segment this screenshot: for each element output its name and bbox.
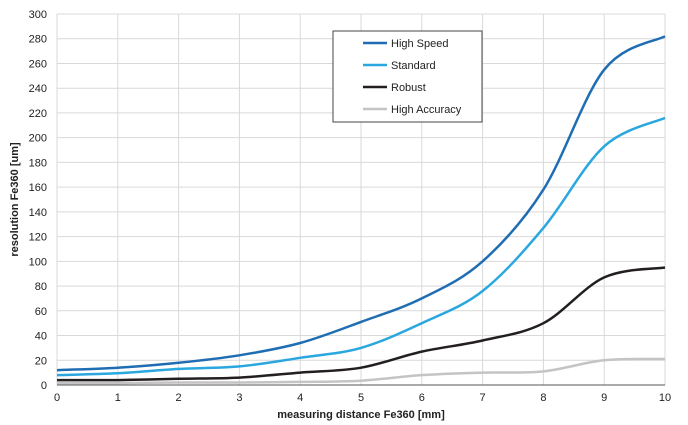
x-tick-label: 0: [54, 392, 60, 404]
x-tick-label: 3: [236, 392, 242, 404]
series-line-high-speed: [56, 35, 666, 372]
y-tick-label: 280: [29, 34, 47, 46]
y-tick-label: 200: [29, 133, 47, 145]
x-tick-label: 4: [297, 392, 303, 404]
x-tick-label: 10: [659, 392, 671, 404]
series-line-high-accuracy: [56, 357, 666, 385]
y-tick-label: 20: [35, 355, 47, 367]
y-tick-label: 300: [29, 9, 47, 21]
x-tick-label: 9: [601, 392, 607, 404]
x-tick-label: 1: [115, 392, 121, 404]
legend-box: [332, 30, 483, 123]
y-tick-label: 240: [29, 83, 47, 95]
y-tick-label: 60: [35, 306, 47, 318]
x-tick-label: 2: [176, 392, 182, 404]
y-tick-label: 160: [29, 182, 47, 194]
legend-label-high-accuracy: High Accuracy: [391, 104, 462, 116]
y-tick-labels: 0 20 40 60 80 100 120 140 160 180 200 220 240 260 280 3…: [29, 9, 47, 392]
x-axis-label: measuring distance Fe360 [mm]: [277, 409, 445, 421]
x-tick-label: 7: [480, 392, 486, 404]
x-tick-label: 8: [540, 392, 546, 404]
y-tick-label: 140: [29, 207, 47, 219]
y-tick-label: 120: [29, 232, 47, 244]
x-tick-label: 6: [419, 392, 425, 404]
legend-label-high-speed: High Speed: [391, 38, 449, 50]
y-tick-label: 0: [41, 380, 47, 392]
legend-label-standard: Standard: [391, 60, 436, 72]
y-tick-label: 260: [29, 58, 47, 70]
y-tick-label: 80: [35, 281, 47, 293]
legend-label-robust: Robust: [391, 82, 426, 94]
legend: High Speed Standard Robust High Accuracy: [332, 30, 483, 123]
x-tick-labels: 0 1 2 3 4 5 6 7 8 9 10: [54, 392, 671, 404]
x-tick-label: 5: [358, 392, 364, 404]
series-line-standard: [56, 116, 666, 377]
y-tick-label: 40: [35, 331, 47, 343]
y-tick-label: 220: [29, 108, 47, 120]
y-tick-label: 100: [29, 256, 47, 268]
y-tick-label: 180: [29, 157, 47, 169]
y-axis-label: resolution Fe360 [um]: [9, 142, 21, 257]
series-lines: [56, 35, 666, 385]
series-line-robust: [56, 266, 666, 382]
